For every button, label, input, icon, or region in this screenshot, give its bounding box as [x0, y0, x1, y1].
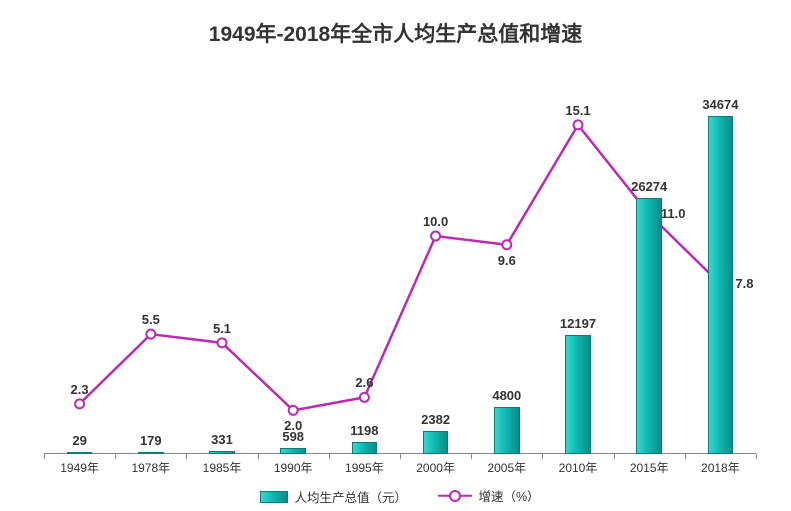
bar: [67, 452, 93, 454]
line-value-label: 10.0: [423, 214, 448, 229]
x-tick: [186, 454, 187, 459]
bar: [636, 198, 662, 454]
bar-value-label: 4800: [492, 388, 521, 403]
line-marker: [146, 330, 155, 339]
x-tick: [400, 454, 401, 459]
line-value-label: 5.1: [213, 321, 231, 336]
x-axis-label: 1978年: [131, 459, 170, 476]
x-tick: [756, 454, 757, 459]
legend-item-bar: 人均生产总值（元）: [260, 487, 407, 506]
bar: [494, 407, 520, 454]
x-tick: [115, 454, 116, 459]
legend-item-line: 增速（%）: [438, 486, 539, 505]
x-axis-label: 1985年: [203, 459, 242, 476]
x-tick: [685, 454, 686, 459]
x-axis-label: 2010年: [559, 459, 598, 476]
growth-line: [80, 125, 721, 411]
bar: [708, 116, 734, 454]
x-tick: [471, 454, 472, 459]
line-marker: [75, 399, 84, 408]
line-marker: [289, 406, 298, 415]
bar: [280, 448, 306, 454]
line-marker: [502, 240, 511, 249]
bar-value-label: 34674: [702, 97, 738, 112]
line-marker: [431, 232, 440, 241]
bar-value-label: 29: [72, 433, 86, 448]
line-marker: [218, 338, 227, 347]
x-tick: [258, 454, 259, 459]
line-value-label: 7.8: [735, 276, 753, 291]
x-tick: [329, 454, 330, 459]
legend-line-label: 增速（%）: [478, 486, 539, 505]
x-axis-label: 1949年: [60, 459, 99, 476]
x-axis-label: 1995年: [345, 459, 384, 476]
x-tick: [542, 454, 543, 459]
chart-plot-area: 人均生产总值（元） 增速（%） 1949年291978年1791985年3311…: [44, 64, 756, 454]
bar: [423, 431, 449, 454]
bar: [352, 442, 378, 454]
bar-value-label: 331: [211, 432, 233, 447]
bar-value-label: 26274: [631, 179, 667, 194]
chart-title: 1949年-2018年全市人均生产总值和增速: [0, 0, 791, 48]
bar: [565, 335, 591, 454]
line-value-label: 2.0: [284, 418, 302, 433]
legend-line-swatch: [438, 489, 472, 503]
line-value-label: 2.3: [71, 382, 89, 397]
x-tick: [614, 454, 615, 459]
line-marker: [360, 393, 369, 402]
bar: [138, 452, 164, 454]
x-axis-label: 2000年: [416, 459, 455, 476]
line-value-label: 15.1: [565, 103, 590, 118]
x-axis-label: 1990年: [274, 459, 313, 476]
legend-bar-label: 人均生产总值（元）: [294, 487, 407, 506]
legend: 人均生产总值（元） 增速（%）: [44, 486, 756, 506]
bar-value-label: 12197: [560, 316, 596, 331]
bar-value-label: 1198: [350, 423, 378, 438]
x-axis-label: 2005年: [487, 459, 526, 476]
bar-value-label: 2382: [421, 412, 450, 427]
bar: [209, 451, 235, 454]
line-value-label: 9.6: [498, 253, 516, 268]
legend-bar-swatch: [260, 491, 288, 503]
x-axis-label: 2018年: [701, 459, 740, 476]
line-value-label: 11.0: [661, 206, 686, 221]
line-marker: [574, 120, 583, 129]
line-value-label: 2.6: [355, 375, 373, 390]
x-tick: [44, 454, 45, 459]
bar-value-label: 179: [140, 433, 162, 448]
line-value-label: 5.5: [142, 312, 160, 327]
x-axis-label: 2015年: [630, 459, 669, 476]
